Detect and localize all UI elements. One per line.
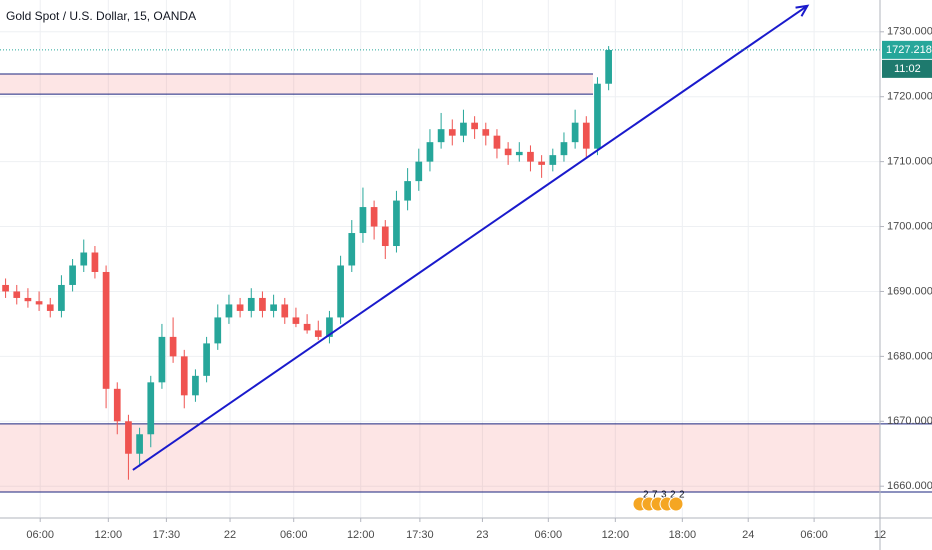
chart-title: Gold Spot / U.S. Dollar, 15, OANDA xyxy=(6,9,196,23)
candle-body xyxy=(538,161,545,165)
x-tick-label: 24 xyxy=(742,529,754,541)
candle-body xyxy=(326,317,333,337)
event-label: 7 xyxy=(652,490,658,501)
x-tick-label: 06:00 xyxy=(535,529,563,541)
candle-body xyxy=(102,271,110,389)
event-label: 2 xyxy=(679,490,685,501)
countdown-box xyxy=(882,59,932,78)
candle-body xyxy=(504,148,512,156)
last-price-label: 1727.218 xyxy=(886,44,932,56)
candle-body xyxy=(247,297,255,311)
y-tick-label: 1720.000 xyxy=(887,91,932,103)
candle-body xyxy=(415,161,423,182)
countdown-label: 11:02 xyxy=(894,63,921,75)
event-label: 2 xyxy=(643,490,649,501)
y-tick-label: 1680.000 xyxy=(887,350,932,362)
candle-body xyxy=(515,151,523,156)
x-tick-label: 17:30 xyxy=(153,529,181,541)
candle-body xyxy=(91,252,99,272)
candle-body xyxy=(270,304,277,311)
x-tick-label: 23 xyxy=(476,529,488,541)
candle-body xyxy=(180,356,188,396)
candle-body xyxy=(437,129,445,143)
candle-body xyxy=(482,129,490,136)
event-label: 2 xyxy=(670,490,676,501)
candle-body xyxy=(24,297,32,302)
candle-body xyxy=(192,375,199,396)
x-tick-label: 06:00 xyxy=(26,529,54,541)
candle-body xyxy=(527,151,534,162)
candle-body xyxy=(460,122,467,136)
candle-body xyxy=(471,122,478,130)
candle-body xyxy=(337,265,344,318)
candle-body xyxy=(214,317,222,344)
candles xyxy=(2,46,612,480)
x-tick-label: 12:00 xyxy=(347,529,375,541)
y-tick-label: 1660.000 xyxy=(887,480,932,492)
candle-body xyxy=(259,297,266,311)
candle-body xyxy=(225,304,233,318)
x-tick-label: 06:00 xyxy=(280,529,308,541)
candle-body xyxy=(169,336,177,357)
y-tick-label: 1690.000 xyxy=(887,285,932,297)
candle-body xyxy=(404,181,411,201)
candle-body xyxy=(2,284,9,292)
candle-body xyxy=(393,200,400,247)
x-tick-label: 12 xyxy=(874,529,886,541)
zone xyxy=(0,74,593,95)
candle-body xyxy=(426,142,434,162)
candle-body xyxy=(370,207,378,227)
candle-body xyxy=(35,301,43,305)
x-tick-label: 18:00 xyxy=(669,529,697,541)
event-label: 3 xyxy=(661,490,667,501)
zone xyxy=(0,423,880,493)
candle-body xyxy=(493,135,501,149)
x-tick-label: 06:00 xyxy=(800,529,828,541)
candle-body xyxy=(359,207,367,234)
candle-body xyxy=(292,317,300,324)
candle-body xyxy=(560,142,568,156)
candle-body xyxy=(281,304,289,318)
candle-body xyxy=(46,304,54,311)
trendline-arrow xyxy=(795,4,810,17)
candle-body xyxy=(13,291,21,298)
candle-body xyxy=(571,122,579,143)
candle-body xyxy=(125,421,132,454)
candle-body xyxy=(58,284,65,311)
candle-body xyxy=(158,336,166,383)
candle-body xyxy=(448,129,456,136)
candle-body xyxy=(69,265,76,285)
y-tick-label: 1730.000 xyxy=(887,26,932,38)
candle-body xyxy=(203,343,210,376)
candle-body xyxy=(314,330,322,337)
x-tick-label: 12:00 xyxy=(95,529,123,541)
x-tick-label: 17:30 xyxy=(406,529,434,541)
x-tick-label: 12:00 xyxy=(602,529,630,541)
y-tick-label: 1700.000 xyxy=(887,220,932,232)
trendline xyxy=(132,5,808,471)
zones xyxy=(0,73,932,493)
axes: 1660.000 1670.000 1680.000 1690.000 1700.000… xyxy=(26,26,932,541)
candle-body xyxy=(348,233,356,266)
candle-body xyxy=(236,304,244,311)
candle-body xyxy=(381,226,389,247)
candle-body xyxy=(549,155,557,165)
last-price-box xyxy=(882,40,932,59)
candle-body xyxy=(605,49,612,84)
candle-body xyxy=(582,122,590,149)
candle-body xyxy=(113,388,121,422)
candle-body xyxy=(594,83,601,149)
candle-body xyxy=(136,434,143,454)
event-icon xyxy=(668,496,684,512)
x-tick-label: 22 xyxy=(224,529,236,541)
candle-body xyxy=(147,382,155,435)
candle-body xyxy=(80,252,88,266)
y-tick-label: 1670.000 xyxy=(887,415,932,427)
y-tick-label: 1710.000 xyxy=(887,156,932,168)
candle-body xyxy=(303,323,311,331)
